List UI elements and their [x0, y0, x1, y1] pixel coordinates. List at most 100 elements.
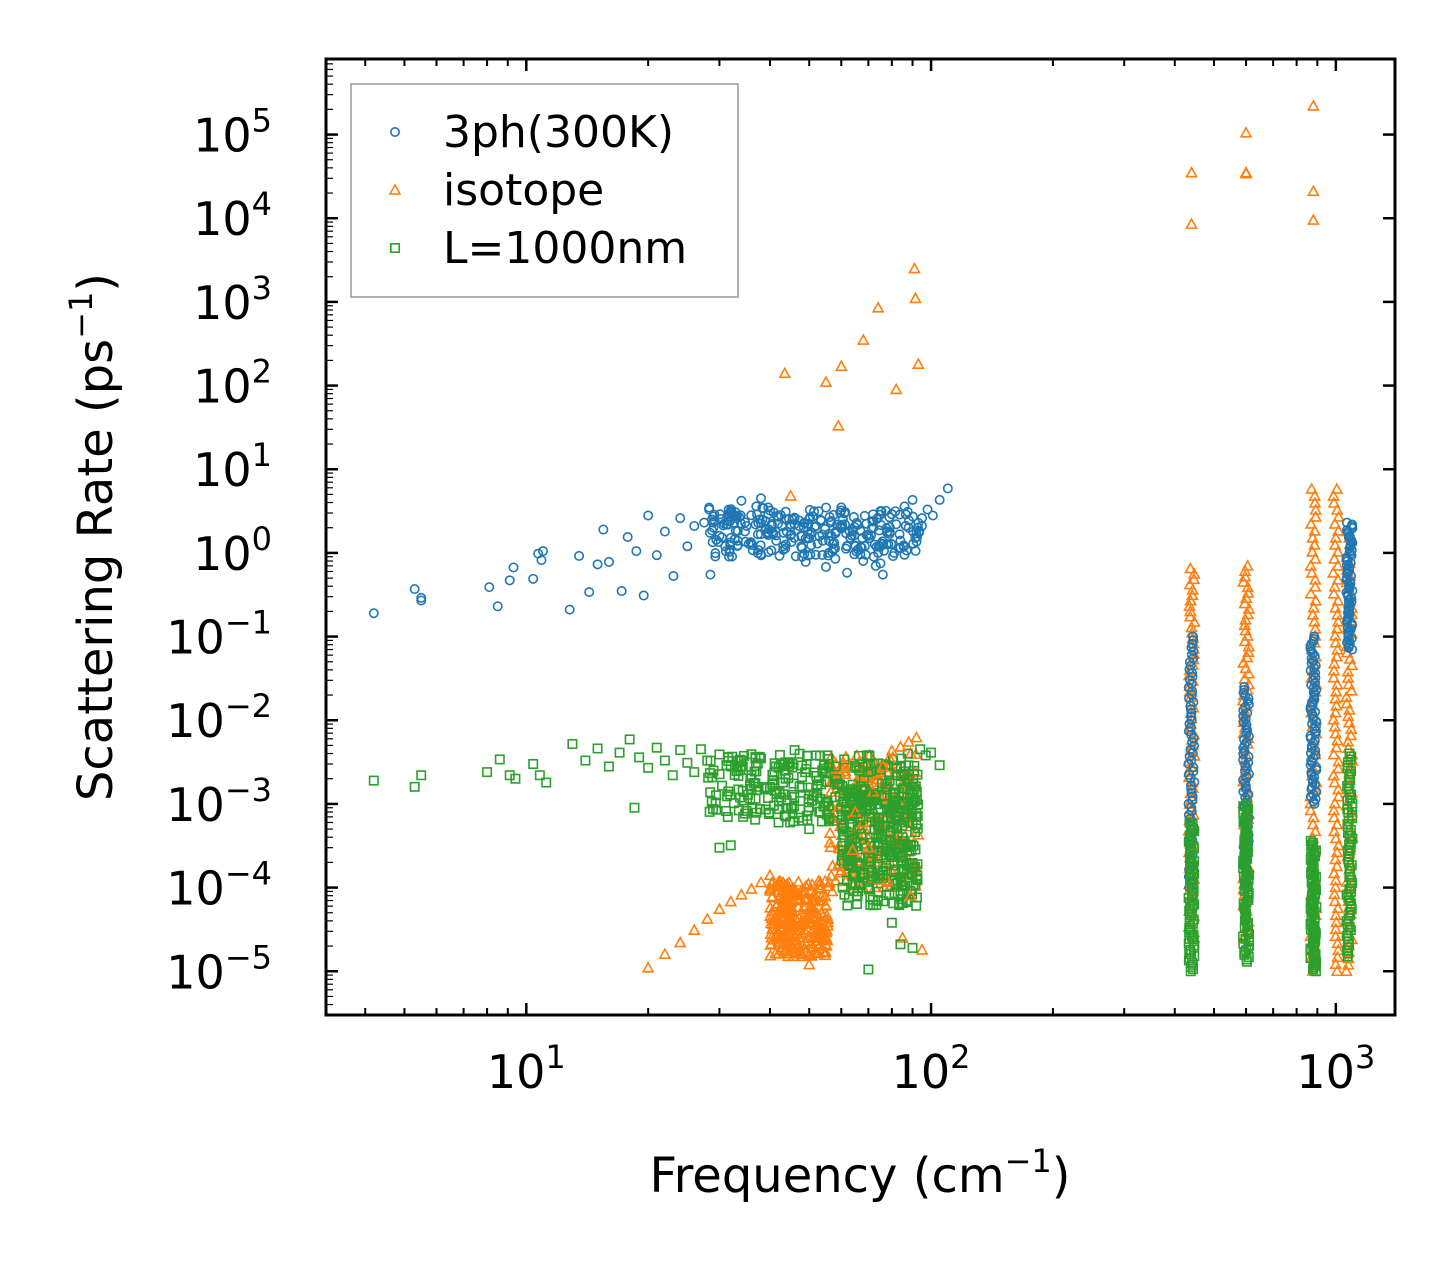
- cluster-point: [736, 761, 747, 772]
- band-point: [1341, 735, 1355, 747]
- band-point: [1310, 672, 1321, 683]
- data-point: [809, 934, 823, 946]
- cluster-point: [814, 881, 828, 893]
- cluster-point: [896, 850, 907, 861]
- cluster-point: [866, 817, 877, 828]
- band-point: [1241, 586, 1255, 598]
- data-point: [870, 560, 881, 571]
- cluster-point: [912, 811, 923, 822]
- data-point: [909, 291, 922, 304]
- data-point: [536, 555, 547, 566]
- cluster-point: [764, 807, 775, 818]
- band-point: [1306, 817, 1320, 830]
- vertical-bands-layer: [1182, 482, 1359, 977]
- data-point: [765, 781, 776, 792]
- band-point: [1305, 731, 1316, 742]
- data-point: [797, 771, 808, 782]
- band-point: [1188, 615, 1201, 627]
- cluster-point: [816, 888, 829, 901]
- data-point: [584, 587, 595, 598]
- band-point: [1243, 757, 1254, 768]
- legend-label: L=1000nm: [443, 223, 687, 274]
- band-point: [1241, 580, 1255, 593]
- cluster-point: [909, 760, 920, 771]
- band-point: [1309, 510, 1322, 522]
- cluster-point: [778, 541, 789, 552]
- cluster-point: [741, 805, 752, 816]
- cluster-point: [911, 828, 925, 840]
- cluster-point: [755, 549, 766, 560]
- data-point: [731, 513, 742, 524]
- data-point: [811, 520, 822, 531]
- cluster-point: [881, 804, 892, 815]
- cluster-point: [890, 864, 901, 875]
- band-point: [1307, 601, 1321, 613]
- cluster-point: [799, 892, 813, 904]
- data-point: [603, 556, 614, 567]
- data-point: [720, 541, 731, 552]
- band-point: [1344, 598, 1355, 609]
- band-point: [1346, 751, 1357, 762]
- band-point: [1187, 795, 1198, 806]
- band-point: [1305, 791, 1316, 802]
- data-point: [658, 947, 672, 959]
- band-point: [1329, 908, 1343, 921]
- cluster-point: [875, 505, 886, 516]
- cluster-point: [764, 916, 778, 929]
- data-point: [920, 750, 931, 761]
- y-tick-label: 10−2: [166, 687, 272, 748]
- cluster-point: [838, 767, 852, 779]
- band-point: [1186, 787, 1197, 798]
- data-point: [834, 863, 848, 876]
- data-point: [765, 505, 776, 516]
- cluster-point: [849, 833, 860, 844]
- data-point: [667, 770, 678, 781]
- band-point: [1239, 681, 1250, 692]
- cluster-point: [775, 943, 789, 955]
- cluster-point: [865, 856, 876, 867]
- data-point: [904, 889, 917, 901]
- data-point: [534, 770, 545, 781]
- data-point: [528, 573, 539, 584]
- cluster-point: [781, 927, 795, 940]
- band-point: [1186, 715, 1197, 726]
- band-point: [1308, 796, 1319, 807]
- band-point: [1186, 583, 1200, 595]
- data-point: [675, 513, 686, 524]
- band-point: [1243, 789, 1254, 800]
- data-point: [745, 882, 758, 894]
- data-point: [773, 817, 784, 828]
- cluster-point: [705, 787, 716, 798]
- cluster-point: [888, 551, 899, 562]
- band-point: [1329, 831, 1343, 844]
- band-point: [1238, 570, 1252, 582]
- cluster-point: [792, 875, 805, 887]
- cluster-point: [809, 930, 823, 942]
- cluster-point: [776, 920, 790, 933]
- cluster-point: [839, 889, 850, 900]
- band-point: [1331, 559, 1345, 571]
- legend-box: [350, 83, 739, 298]
- cluster-point: [709, 509, 720, 520]
- legend: 3ph(300K) isotope L=1000nm: [350, 83, 739, 298]
- cluster-point: [831, 526, 842, 537]
- cluster-point: [767, 769, 778, 780]
- cluster-point: [765, 890, 779, 903]
- data-point: [725, 507, 736, 518]
- x-tick-label: 101: [487, 1038, 566, 1099]
- cluster-point: [795, 949, 809, 962]
- cluster-point: [796, 541, 807, 552]
- data-point: [877, 569, 888, 580]
- data-point: [538, 546, 549, 557]
- data-point: [804, 824, 815, 835]
- data-point: [1307, 184, 1320, 197]
- band-point: [1331, 615, 1345, 627]
- cluster-point: [824, 840, 837, 853]
- cluster-point: [837, 514, 848, 525]
- data-point: [789, 519, 800, 530]
- band-point: [1331, 733, 1344, 746]
- data-point: [541, 777, 552, 788]
- band-point: [1187, 572, 1201, 585]
- legend-marker: [389, 127, 400, 138]
- data-point: [800, 556, 811, 567]
